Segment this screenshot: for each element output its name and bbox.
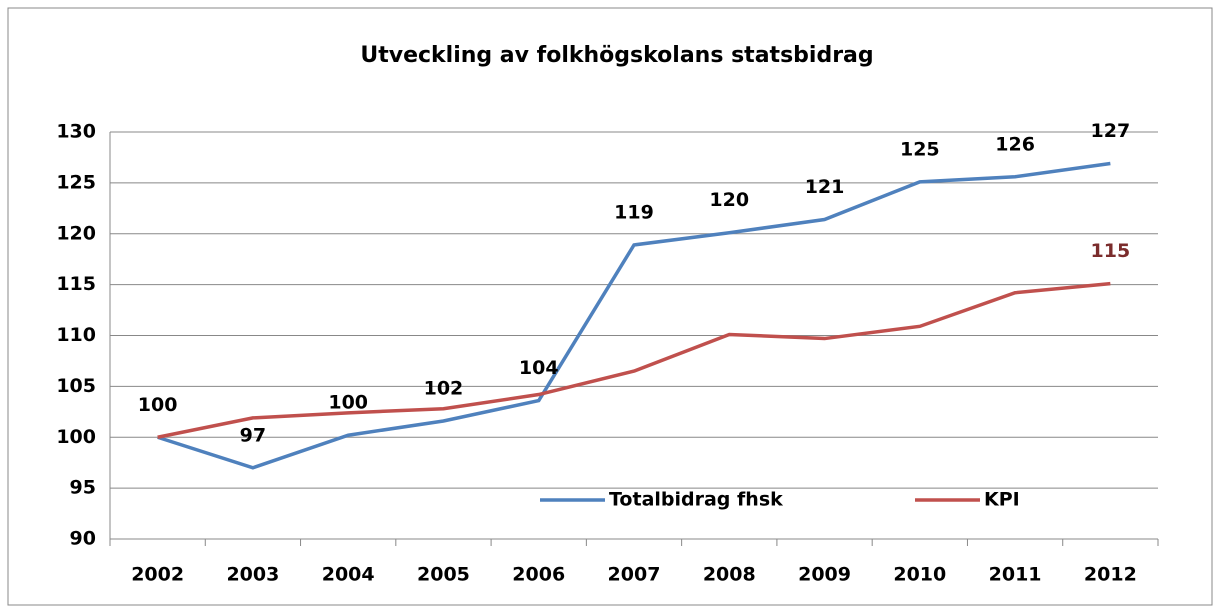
legend-label: KPI xyxy=(984,489,1020,511)
data-label: 97 xyxy=(240,424,266,446)
x-tick-label: 2011 xyxy=(989,564,1042,586)
data-label: 104 xyxy=(519,357,559,379)
y-tick-label: 125 xyxy=(56,171,96,193)
data-label: 100 xyxy=(138,394,178,416)
data-label: 100 xyxy=(328,392,368,414)
x-tick-label: 2012 xyxy=(1084,564,1137,586)
data-label: 125 xyxy=(900,138,940,160)
line-series xyxy=(157,161,1111,470)
x-tick-label: 2009 xyxy=(798,564,851,586)
y-tick-label: 110 xyxy=(56,324,96,346)
x-tick-label: 2005 xyxy=(417,564,470,586)
data-label: 119 xyxy=(614,201,654,223)
line-series xyxy=(157,281,1111,439)
y-tick-label: 95 xyxy=(70,477,96,499)
chart-border xyxy=(7,7,1213,606)
x-tick-label: 2010 xyxy=(893,564,946,586)
y-tick-label: 105 xyxy=(56,375,96,397)
legend-label: Totalbidrag fhsk xyxy=(609,489,783,511)
chart-title: Utveckling av folkhögskolans statsbidrag xyxy=(360,43,873,68)
data-label: 102 xyxy=(424,377,464,399)
x-tick-label: 2007 xyxy=(608,564,661,586)
y-tick-label: 90 xyxy=(70,528,96,550)
y-tick-label: 100 xyxy=(56,426,96,448)
data-label: 121 xyxy=(805,176,845,198)
data-label: 120 xyxy=(709,189,749,211)
x-tick-label: 2008 xyxy=(703,564,756,586)
data-label: 127 xyxy=(1091,120,1131,142)
x-tick-label: 2006 xyxy=(512,564,565,586)
x-tick-label: 2003 xyxy=(226,564,279,586)
x-tick-label: 2002 xyxy=(131,564,184,586)
data-label: 115 xyxy=(1091,240,1131,262)
y-tick-label: 130 xyxy=(56,121,96,143)
y-tick-label: 115 xyxy=(56,273,96,295)
x-tick-label: 2004 xyxy=(322,564,375,586)
data-label: 126 xyxy=(995,133,1035,155)
y-tick-label: 120 xyxy=(56,222,96,244)
